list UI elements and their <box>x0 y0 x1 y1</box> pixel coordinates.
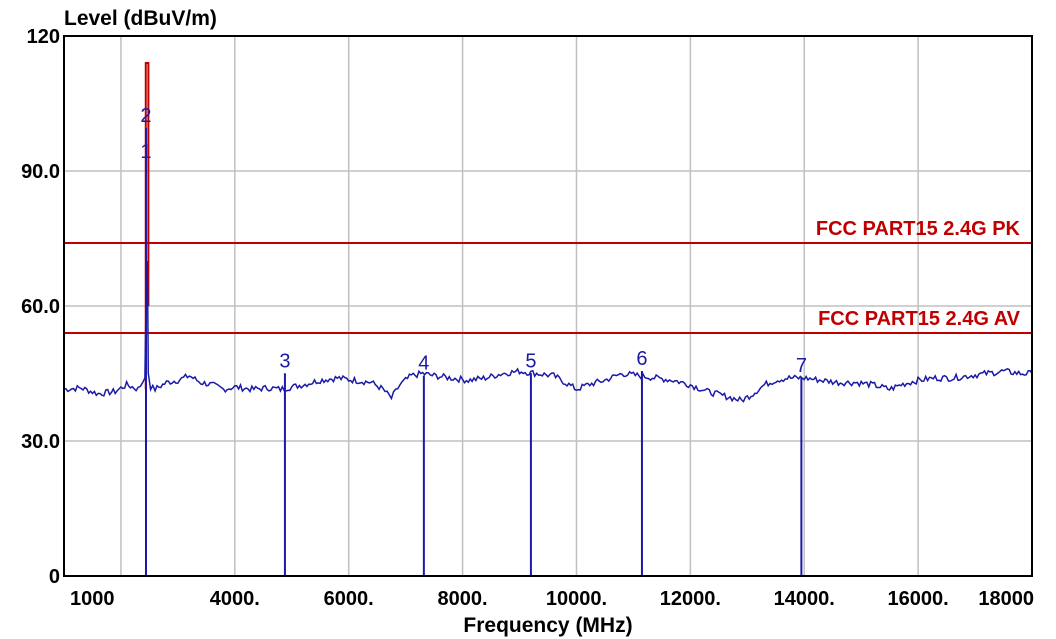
y-tick-label: 120 <box>27 26 60 48</box>
y-tick-label: 90.0 <box>21 161 60 183</box>
marker-label: 3 <box>279 350 290 372</box>
y-tick-label: 0 <box>49 566 60 588</box>
marker-label: 2 <box>140 105 151 127</box>
markers: 1234567 <box>140 105 807 576</box>
y-tick-label: 60.0 <box>21 296 60 318</box>
x-tick-label: 12000. <box>660 588 721 610</box>
trace <box>63 260 1033 403</box>
marker-label: 6 <box>636 348 647 370</box>
x-tick-label: 16000. <box>888 588 949 610</box>
y-axis-ticks: 120 90.0 60.0 30.0 0 <box>21 26 60 588</box>
x-tick-label: 4000. <box>210 588 260 610</box>
limit-label: FCC PART15 2.4G PK <box>816 218 1021 240</box>
series-line <box>63 260 1033 403</box>
x-axis-ticks: 1000 4000. 6000. 8000. 10000. 12000. 14000. 160… <box>70 588 1034 610</box>
x-tick-label: 1000 <box>70 588 115 610</box>
x-tick-label: 6000. <box>324 588 374 610</box>
x-tick-label: 10000. <box>546 588 607 610</box>
plot-frame <box>63 35 1033 577</box>
limit-lines: FCC PART15 2.4G PK FCC PART15 2.4G AV <box>64 218 1032 334</box>
marker-label: 7 <box>796 355 807 377</box>
marker-label: 5 <box>525 350 536 372</box>
x-tick-label: 18000 <box>978 588 1034 610</box>
limit-label: FCC PART15 2.4G AV <box>818 308 1021 330</box>
y-tick-label: 30.0 <box>21 431 60 453</box>
x-tick-label: 14000. <box>774 588 835 610</box>
marker-label: 4 <box>418 353 429 375</box>
y-axis-label: Level (dBuV/m) <box>64 7 217 30</box>
x-tick-label: 8000. <box>438 588 488 610</box>
x-axis-label: Frequency (MHz) <box>463 614 632 637</box>
